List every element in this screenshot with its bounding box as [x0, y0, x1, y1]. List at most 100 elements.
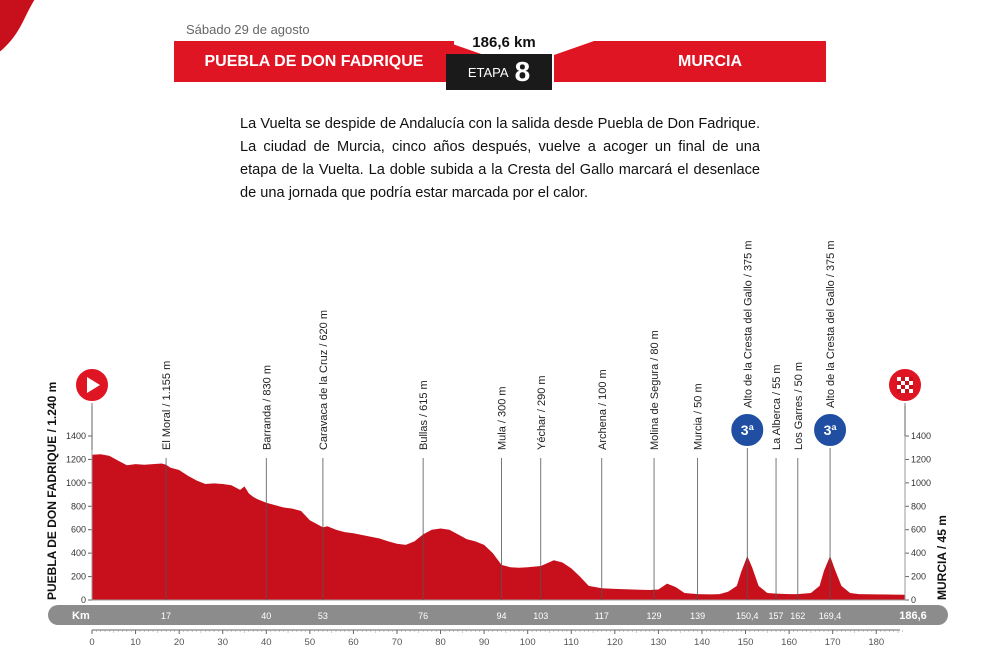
waypoint-label: Mula / 300 m: [497, 386, 509, 450]
mountain-category-badge: [812, 412, 849, 448]
checker-cell: [909, 381, 913, 385]
mountain-category-text: 3ª: [824, 422, 838, 438]
km-marker: 94: [497, 611, 507, 621]
checker-cell: [897, 389, 901, 393]
x-tick-label: 60: [348, 637, 359, 648]
y-tick-label-right: 600: [911, 525, 926, 535]
y-tick-label-right: 800: [911, 501, 926, 511]
x-tick-label: 10: [130, 637, 141, 648]
km-marker: 157: [769, 611, 784, 621]
x-tick-label: 100: [520, 637, 536, 648]
corner-decoration: [0, 0, 35, 52]
checker-cell: [905, 381, 909, 385]
x-tick-label: 160: [781, 637, 797, 648]
mountain-category-badge: [729, 412, 766, 448]
mountain-category-text: 3ª: [741, 422, 755, 438]
km-marker: 117: [595, 611, 609, 621]
waypoint-label: Molina de Segura / 80 m: [649, 330, 661, 450]
x-tick-label: 140: [694, 637, 710, 648]
y-tick-label-left: 0: [81, 595, 86, 605]
y-tick-label-left: 800: [71, 501, 86, 511]
x-tick-label: 50: [305, 637, 316, 648]
stage-date: Sábado 29 de agosto: [186, 22, 310, 37]
km-marker: 40: [261, 611, 271, 621]
stage-banner: PUEBLA DE DON FADRIQUE MURCIA 186,6 km E…: [174, 34, 826, 90]
km-bar: [48, 605, 948, 625]
km-marker: 150,4: [736, 611, 759, 621]
x-tick-label: 120: [607, 637, 623, 648]
waypoint-label: Yéchar / 290 m: [536, 375, 548, 450]
stage-distance: 186,6 km: [472, 34, 536, 51]
y-tick-label-right: 200: [911, 572, 926, 582]
x-tick-label: 180: [868, 637, 884, 648]
x-tick-label: 80: [435, 637, 446, 648]
km-marker: 129: [647, 611, 662, 621]
waypoint-label: Caravaca de la Cruz / 620 m: [318, 310, 330, 450]
y-tick-label-left: 600: [71, 525, 86, 535]
checker-cell: [901, 381, 905, 385]
checker-cell: [901, 385, 905, 389]
x-tick-label: 110: [564, 637, 579, 648]
stage-number-box: ETAPA 8: [446, 54, 552, 90]
stage-label: ETAPA: [467, 64, 509, 80]
waypoint-label: El Moral / 1.155 m: [161, 361, 173, 450]
y-tick-label-left: 1000: [66, 478, 86, 488]
stage-description: La Vuelta se despide de Andalucía con la…: [240, 116, 760, 201]
waypoint-label: Los Garres / 50 m: [793, 362, 805, 450]
waypoint-label: Murcia / 50 m: [693, 383, 705, 450]
waypoint-label: La Alberca / 55 m: [771, 364, 783, 450]
y-tick-label-right: 1000: [911, 478, 931, 488]
y-tick-label-left: 1400: [66, 431, 86, 441]
y-tick-label-right: 1400: [911, 431, 931, 441]
km-marker: 53: [318, 611, 328, 621]
km-marker: 186,6: [899, 610, 927, 622]
y-tick-label-left: 1200: [66, 454, 86, 464]
x-tick-label: 40: [261, 637, 272, 648]
profile-area: [92, 454, 905, 600]
y-tick-label-right: 0: [911, 595, 916, 605]
checker-cell: [901, 389, 905, 393]
checker-cell: [897, 377, 901, 381]
x-tick-label: 150: [738, 637, 754, 648]
x-tick-label: 70: [392, 637, 403, 648]
banner-wedge-right: [554, 41, 594, 82]
checker-cell: [909, 377, 913, 381]
x-tick-label: 130: [650, 637, 666, 648]
checker-cell: [909, 385, 913, 389]
y-tick-label-left: 400: [71, 548, 86, 558]
start-town-label: PUEBLA DE DON FADRIQUE: [174, 41, 454, 82]
waypoint-label: Barranda / 830 m: [261, 365, 273, 450]
checker-cell: [901, 377, 905, 381]
waypoint-label: Alto de la Cresta del Gallo / 375 m: [742, 240, 754, 408]
y-tick-label-right: 400: [911, 548, 926, 558]
stage-number: 8: [514, 56, 531, 87]
km-marker: 17: [161, 611, 171, 621]
play-icon: [87, 377, 100, 393]
checker-cell: [909, 389, 913, 393]
waypoint-label: Alto de la Cresta del Gallo / 375 m: [825, 240, 837, 408]
waypoint-label: Archena / 100 m: [597, 369, 609, 450]
km-marker: 103: [533, 611, 548, 621]
start-elevation-label: PUEBLA DE DON FADRIQUE / 1.240 m: [45, 382, 59, 600]
checker-cell: [905, 389, 909, 393]
checker-cell: [897, 381, 901, 385]
waypoint-label: Bullas / 615 m: [418, 380, 430, 450]
checker-cell: [897, 385, 901, 389]
x-tick-label: 90: [479, 637, 490, 648]
checker-cell: [905, 385, 909, 389]
x-tick-label: 170: [825, 637, 841, 648]
x-tick-label: 0: [89, 637, 94, 648]
end-elevation-label: MURCIA / 45 m: [935, 515, 949, 600]
checker-cell: [905, 377, 909, 381]
x-tick-label: 30: [217, 637, 228, 648]
km-marker: 162: [790, 611, 805, 621]
km-marker: 139: [690, 611, 705, 621]
km-bar-label: Km: [72, 610, 90, 622]
x-tick-label: 20: [174, 637, 185, 648]
finish-town-label: MURCIA: [594, 41, 826, 82]
y-tick-label-left: 200: [71, 572, 86, 582]
km-marker: 169,4: [819, 611, 842, 621]
km-marker: 76: [418, 611, 428, 621]
y-tick-label-right: 1200: [911, 454, 931, 464]
